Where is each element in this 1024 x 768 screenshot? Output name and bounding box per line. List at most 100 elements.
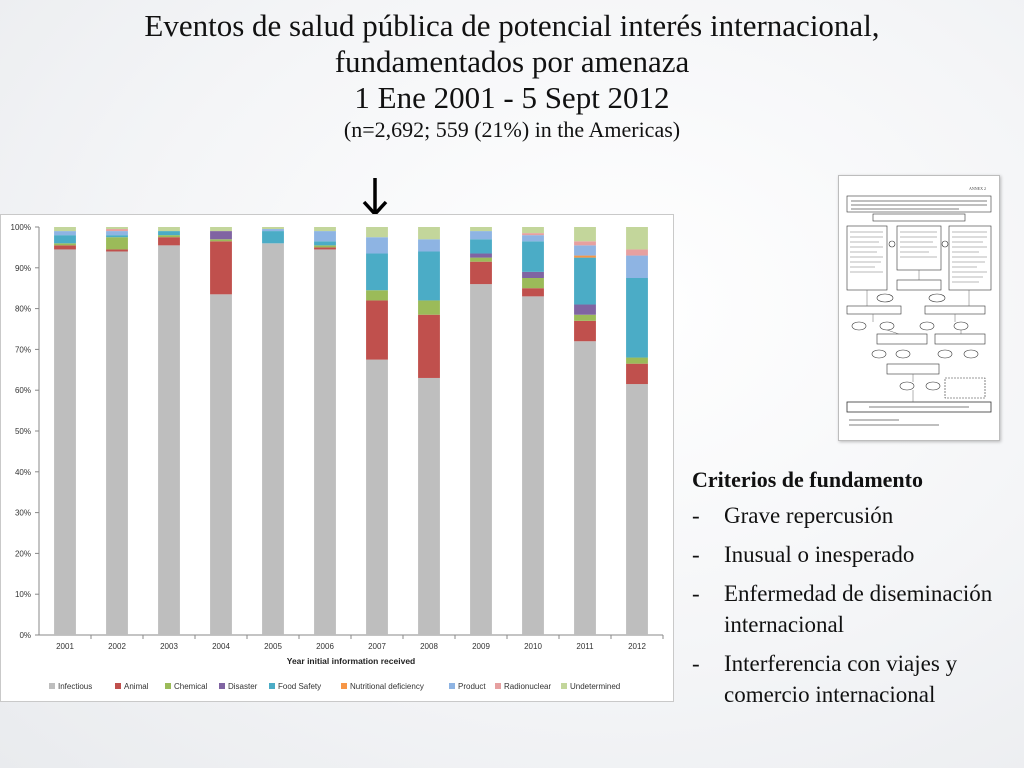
bar-segment (626, 278, 648, 358)
bar-segment (210, 231, 232, 240)
x-tick-label: 2007 (368, 642, 386, 651)
legend-swatch (341, 683, 347, 689)
bar-segment (470, 284, 492, 635)
y-tick-label: 60% (15, 386, 31, 395)
x-tick-label: 2008 (420, 642, 438, 651)
bar-segment (262, 231, 284, 244)
bar-segment (470, 261, 492, 285)
chart-canvas: 0% 10% 20% 30% 40% 50% 60% 70% 80% 90% 100% 2001 200… (11, 223, 664, 691)
criteria-bullet: - (692, 581, 700, 606)
bar-segment (470, 253, 492, 258)
bar-segment (106, 229, 128, 232)
x-axis-label: Year initial information received (287, 656, 416, 666)
criteria-bullet: - (692, 542, 700, 567)
stacked-bar-chart: 0% 10% 20% 30% 40% 50% 60% 70% 80% 90% 100% 2001 200… (0, 214, 674, 702)
slide-title: Eventos de salud pública de potencial in… (0, 8, 1024, 144)
criteria-item: - Enfermedad de diseminación internacion… (692, 578, 1018, 640)
criteria-text: Inusual o inesperado (724, 542, 915, 567)
bar-segment (314, 227, 336, 232)
y-tick-label: 40% (15, 468, 31, 477)
bar-segment (54, 245, 76, 250)
svg-text:ANNEX 2: ANNEX 2 (969, 186, 986, 191)
bar-segment (366, 237, 388, 254)
bar-segment (106, 235, 128, 238)
legend-swatch (219, 683, 225, 689)
bar-segment (522, 241, 544, 272)
bar-segment (574, 304, 596, 315)
bar-segment (470, 257, 492, 262)
bar-segment (106, 251, 128, 636)
x-tick-label: 2011 (576, 642, 594, 651)
bar-segment (262, 229, 284, 232)
bar-segment (54, 243, 76, 246)
bar-segment (522, 233, 544, 236)
title-line-2: fundamentados por amenaza (334, 44, 690, 79)
bar-segment (626, 249, 648, 256)
legend-label: Undetermined (570, 682, 620, 691)
bar-segment (574, 341, 596, 635)
criteria-text: Enfermedad de diseminación internacional (724, 581, 993, 637)
bar-segment (54, 249, 76, 635)
bar-segment (54, 227, 76, 232)
x-tick-label: 2012 (628, 642, 646, 651)
legend-label: Infectious (58, 682, 92, 691)
bar-segment (210, 239, 232, 242)
criteria-panel: Criterios de fundamento - Grave repercus… (692, 466, 1018, 718)
bar-segment (470, 227, 492, 232)
bar-segment (314, 249, 336, 635)
down-arrow-icon (362, 178, 388, 217)
bar-segment (522, 235, 544, 242)
criteria-text: Interferencia con viajes y comercio inte… (724, 651, 958, 707)
bar-segment (314, 231, 336, 242)
bar-segment (158, 245, 180, 636)
x-tick-label: 2010 (524, 642, 542, 651)
bar-segment (574, 255, 596, 258)
bar-segment (522, 278, 544, 289)
y-tick-label: 0% (19, 631, 31, 640)
bar-segment (470, 239, 492, 254)
bar-segment (626, 384, 648, 635)
bar-segment (366, 253, 388, 291)
bar-segment (522, 296, 544, 635)
criteria-item: - Interferencia con viajes y comercio in… (692, 648, 1018, 710)
legend-swatch (115, 683, 121, 689)
bar-segment (106, 249, 128, 252)
criteria-bullet: - (692, 651, 700, 676)
legend-label: Product (458, 682, 486, 691)
bar-segment (314, 245, 336, 248)
bar-segment (366, 290, 388, 301)
legend-swatch (561, 683, 567, 689)
bar-segment (262, 227, 284, 230)
bar-segment (366, 227, 388, 238)
x-tick-label: 2002 (108, 642, 126, 651)
bar-segment (626, 357, 648, 364)
y-tick-label: 20% (15, 549, 31, 558)
bar-segment (418, 239, 440, 252)
y-tick-label: 10% (15, 590, 31, 599)
bar-segment (210, 241, 232, 295)
bar-segment (158, 227, 180, 232)
bar-segment (158, 231, 180, 236)
bar-segment (314, 247, 336, 250)
legend-label: Animal (124, 682, 149, 691)
bar-segment (574, 314, 596, 321)
y-tick-label: 80% (15, 305, 31, 314)
criteria-text: Grave repercusión (724, 503, 894, 528)
title-line-3: 1 Ene 2001 - 5 Sept 2012 (354, 80, 670, 115)
legend-label: Food Safety (278, 682, 321, 691)
bar-segment (626, 363, 648, 385)
legend-swatch (269, 683, 275, 689)
criteria-item: - Inusual o inesperado (692, 539, 1018, 570)
legend-swatch (495, 683, 501, 689)
bar-segment (54, 235, 76, 244)
y-tick-label: 100% (11, 223, 31, 232)
y-tick-label: 50% (15, 427, 31, 436)
bar-segment (418, 377, 440, 635)
legend-label: Radionuclear (504, 682, 551, 691)
bar-segment (522, 227, 544, 234)
bar-segment (574, 227, 596, 242)
criteria-item: - Grave repercusión (692, 500, 1018, 531)
bar-segment (522, 288, 544, 297)
y-tick-label: 30% (15, 509, 31, 518)
bar-segment (158, 235, 180, 238)
